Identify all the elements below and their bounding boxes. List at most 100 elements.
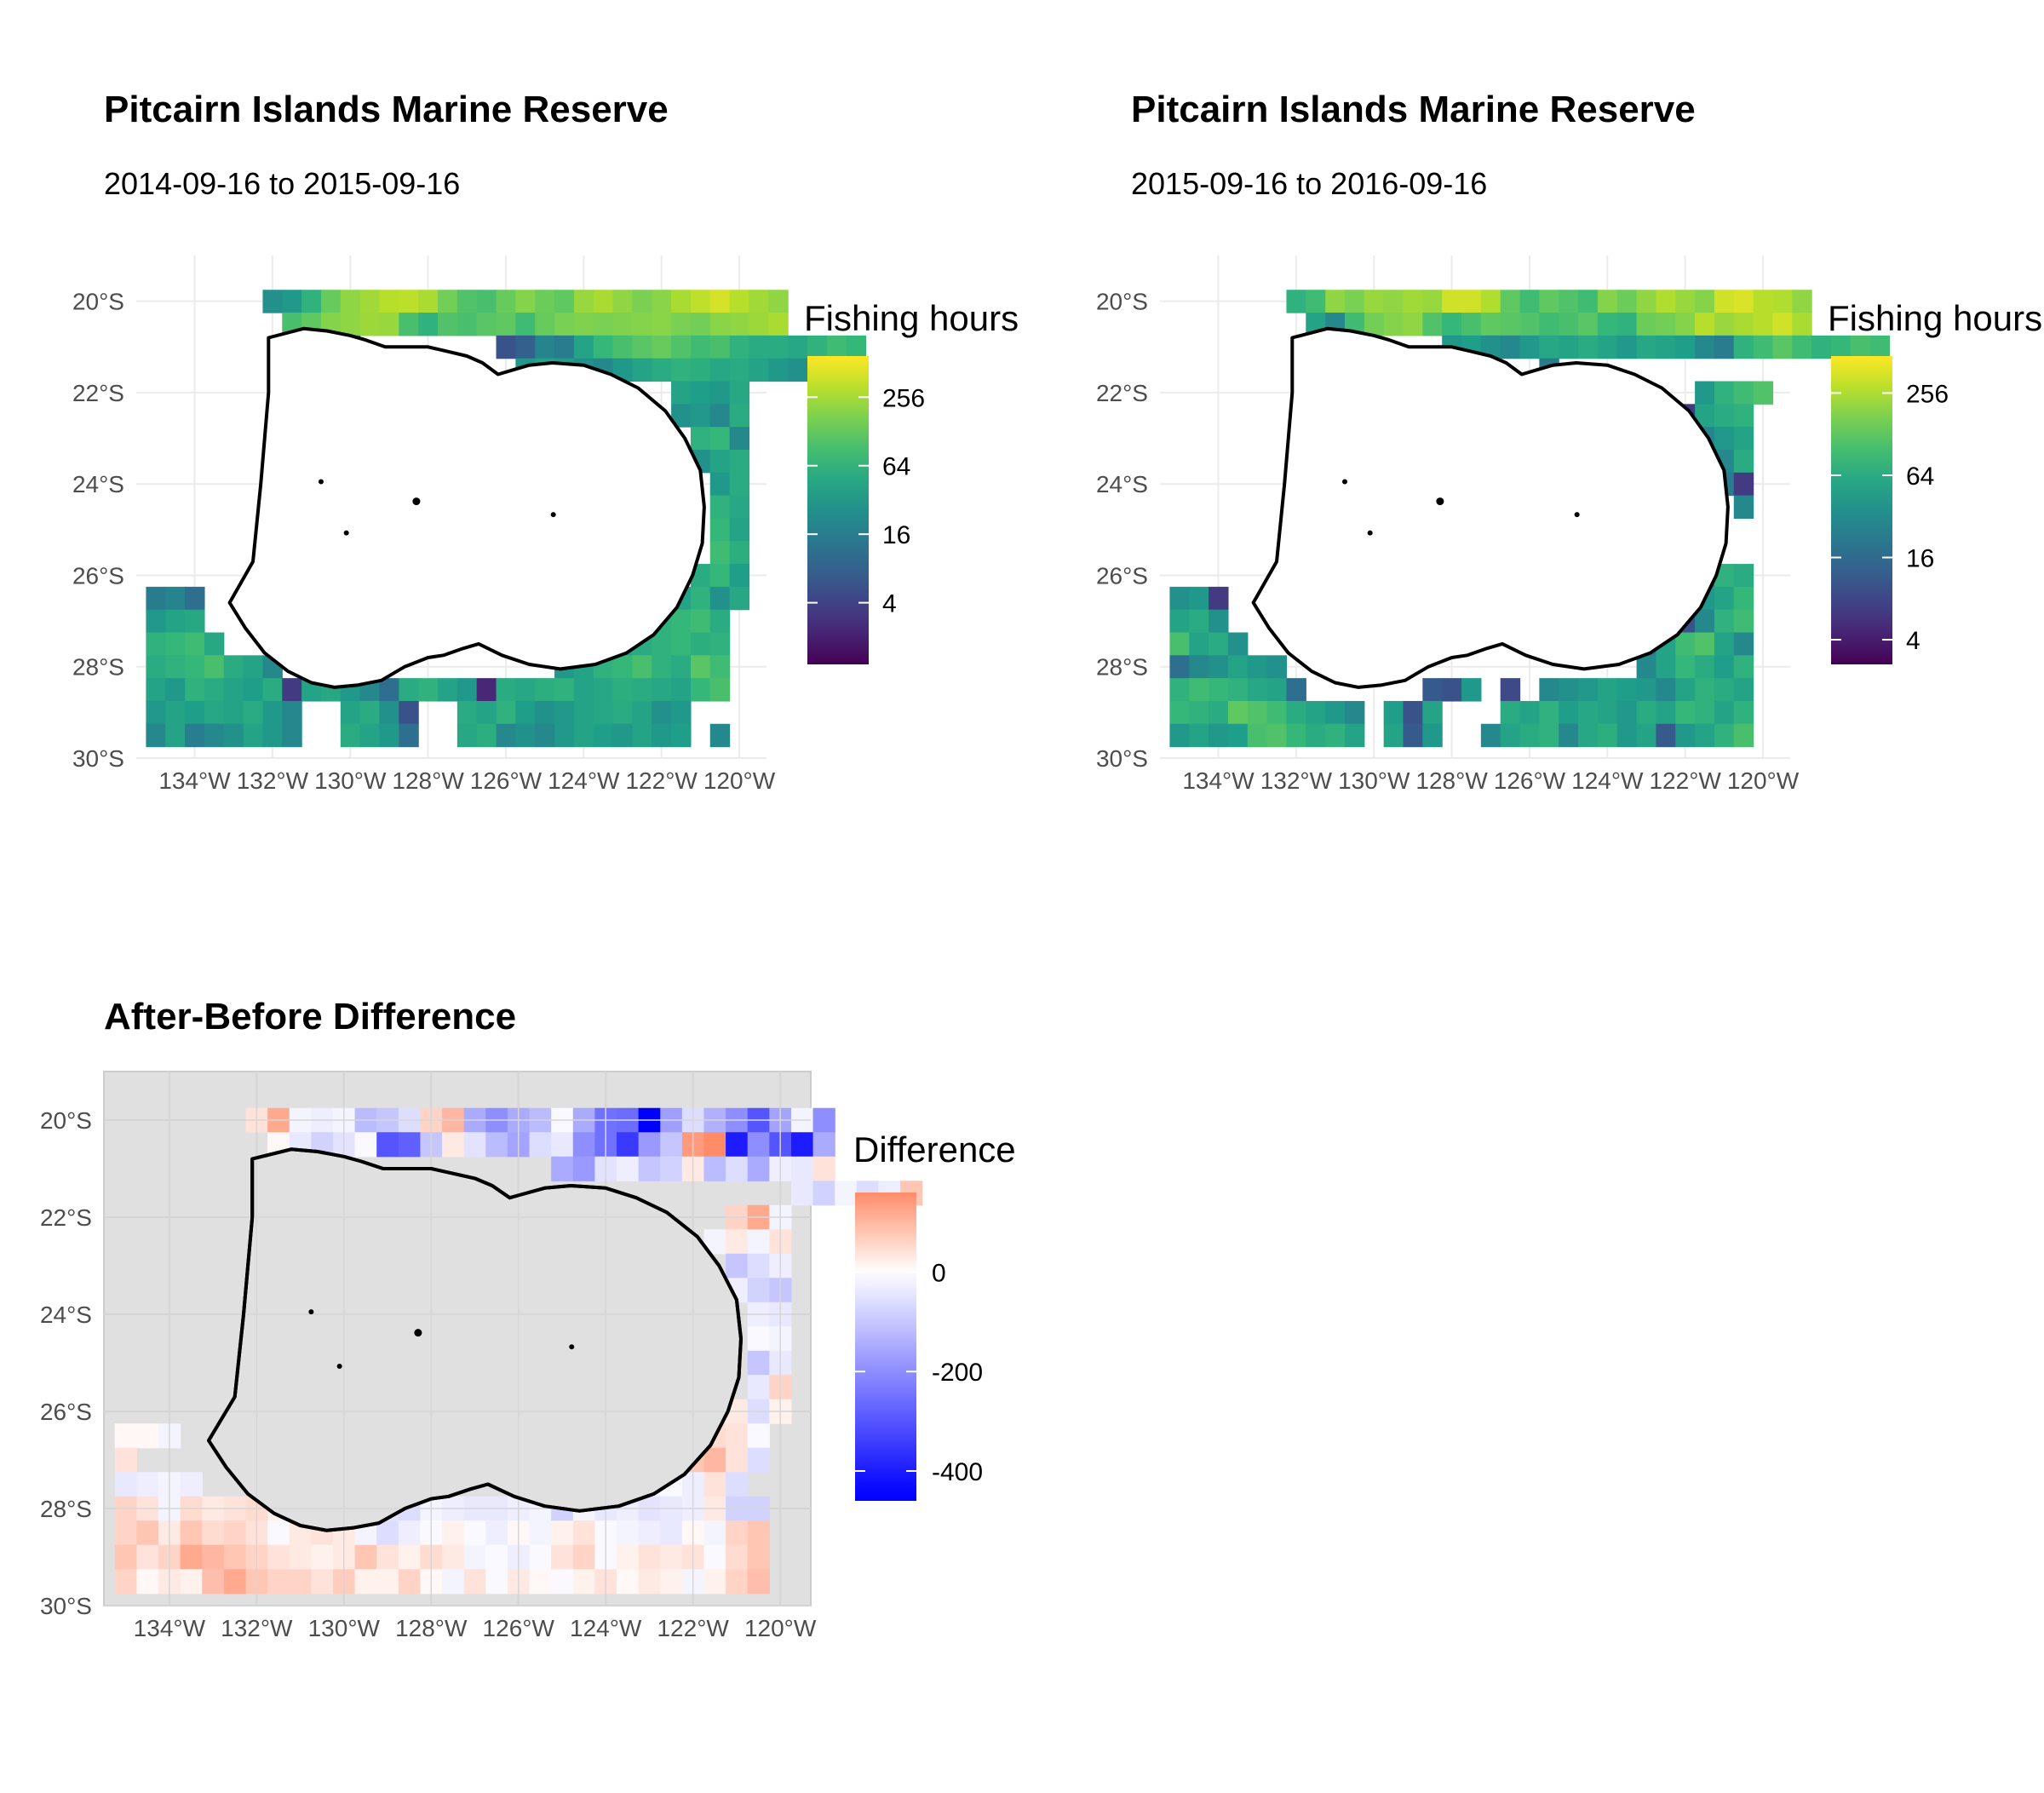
heatmap-cell bbox=[1714, 313, 1735, 336]
heatmap-cell bbox=[1209, 586, 1229, 611]
heatmap-cell bbox=[660, 1132, 683, 1158]
heatmap-cell bbox=[1675, 700, 1696, 725]
heatmap-cell bbox=[223, 723, 244, 748]
heatmap-cell bbox=[1733, 404, 1754, 428]
heatmap-cell bbox=[1383, 723, 1404, 748]
heatmap-cell bbox=[1695, 404, 1715, 428]
heatmap-cell bbox=[612, 723, 634, 748]
heatmap-cell bbox=[690, 358, 711, 382]
heatmap-cell bbox=[1792, 335, 1812, 359]
heatmap-cell bbox=[340, 700, 361, 725]
heatmap-cell bbox=[1189, 655, 1209, 679]
heatmap-cell bbox=[1519, 313, 1540, 336]
heatmap-cell bbox=[1675, 335, 1696, 359]
heatmap-cell bbox=[1714, 700, 1735, 725]
colorbar bbox=[807, 356, 869, 664]
panel-difference: After-Before Difference 134°W 132°W 130°W 1… bbox=[40, 996, 1016, 1641]
heatmap-cell bbox=[703, 1520, 726, 1546]
heatmap-cell bbox=[660, 1156, 683, 1181]
heatmap-cell bbox=[418, 313, 439, 336]
heatmap-cell bbox=[1442, 678, 1462, 702]
heatmap-cell bbox=[551, 1520, 574, 1546]
colorbar-label: 4 bbox=[882, 590, 897, 618]
heatmap-cell bbox=[573, 723, 594, 748]
heatmap-cell bbox=[790, 1181, 814, 1206]
heatmap-cell bbox=[1772, 335, 1793, 359]
heatmap-cell bbox=[515, 290, 536, 313]
heatmap-cell bbox=[726, 1229, 749, 1255]
heatmap-cell bbox=[652, 335, 672, 359]
heatmap-cell bbox=[1559, 700, 1579, 725]
heatmap-cell bbox=[729, 541, 750, 565]
heatmap-cell bbox=[185, 678, 205, 702]
heatmap-cell bbox=[267, 1569, 290, 1595]
colorbar-label: 256 bbox=[1906, 380, 1949, 408]
heatmap-cell bbox=[185, 632, 205, 656]
heatmap-cell bbox=[204, 678, 225, 702]
heatmap-cell bbox=[1578, 700, 1599, 725]
heatmap-cell bbox=[551, 1544, 574, 1570]
heatmap-cell bbox=[632, 655, 652, 679]
colorbar-label: 256 bbox=[882, 384, 925, 412]
heatmap-cell bbox=[1169, 632, 1190, 656]
heatmap-cell bbox=[652, 290, 672, 313]
island-marker bbox=[1574, 512, 1580, 518]
heatmap-cell bbox=[788, 335, 808, 359]
heatmap-cell bbox=[1519, 700, 1540, 725]
heatmap-cell bbox=[114, 1472, 138, 1497]
heatmap-cell bbox=[1850, 335, 1871, 359]
heatmap-cell bbox=[554, 723, 575, 748]
heatmap-cell bbox=[529, 1544, 552, 1570]
heatmap-cell bbox=[463, 1569, 486, 1595]
heatmap-cell bbox=[463, 1132, 486, 1158]
heatmap-cell bbox=[690, 290, 711, 313]
heatmap-cell bbox=[709, 313, 731, 336]
heatmap-cell bbox=[1325, 723, 1346, 748]
heatmap-cell bbox=[709, 586, 731, 611]
heatmap-cell bbox=[612, 655, 634, 679]
heatmap-cell bbox=[1695, 678, 1715, 702]
heatmap-cell bbox=[1636, 335, 1657, 359]
heatmap-cell bbox=[1189, 609, 1209, 634]
heatmap-cell bbox=[1675, 290, 1696, 313]
heatmap-cell bbox=[1753, 313, 1774, 336]
heatmap-cell bbox=[747, 1423, 770, 1449]
y-tick-label: 20°S bbox=[72, 289, 124, 315]
heatmap-cell bbox=[204, 632, 225, 656]
island-marker bbox=[1341, 479, 1347, 485]
panel-before: Pitcairn Islands Marine Reserve 2014-09-… bbox=[72, 89, 1019, 794]
heatmap-cell bbox=[1733, 700, 1754, 725]
heatmap-cell bbox=[1227, 723, 1249, 748]
heatmap-cell bbox=[572, 1569, 595, 1595]
heatmap-cell bbox=[709, 723, 731, 748]
heatmap-cell bbox=[1169, 586, 1190, 611]
island-marker bbox=[318, 479, 324, 485]
heatmap-cell bbox=[638, 1520, 661, 1546]
heatmap-cell bbox=[709, 495, 731, 520]
x-tick-label: 126°W bbox=[483, 1615, 555, 1641]
heatmap-cell bbox=[1733, 723, 1754, 748]
heatmap-cell bbox=[1578, 335, 1599, 359]
heatmap-cell bbox=[612, 358, 634, 382]
heatmap-cell bbox=[729, 381, 750, 405]
heatmap-cell bbox=[671, 632, 692, 656]
heatmap-cell bbox=[399, 678, 419, 702]
heatmap-cell bbox=[1714, 609, 1735, 634]
panel-after-legend-title: Fishing hours bbox=[1828, 298, 2042, 338]
heatmap-cell bbox=[551, 1156, 574, 1181]
heatmap-cell bbox=[554, 335, 575, 359]
heatmap-cell bbox=[399, 290, 419, 313]
heatmap-cell bbox=[535, 313, 555, 336]
heatmap-cell bbox=[1519, 290, 1540, 313]
heatmap-cell bbox=[1714, 335, 1735, 359]
heatmap-cell bbox=[729, 427, 750, 451]
heatmap-cell bbox=[617, 1520, 640, 1546]
heatmap-cell bbox=[1559, 678, 1579, 702]
heatmap-cell bbox=[709, 541, 731, 565]
heatmap-cell bbox=[136, 1520, 159, 1546]
heatmap-cell bbox=[223, 678, 244, 702]
y-tick-label: 20°S bbox=[1096, 289, 1148, 315]
colorbar-label: 0 bbox=[932, 1259, 946, 1287]
heatmap-cell bbox=[1539, 313, 1559, 336]
